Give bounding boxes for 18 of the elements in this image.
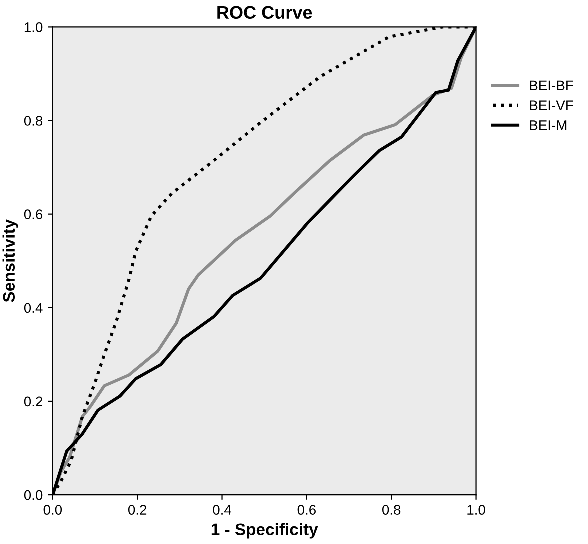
x-tick-label: 0.2 (128, 505, 147, 515)
x-tick-label: 0.0 (44, 505, 62, 515)
x-tick-label: 0.6 (298, 505, 316, 515)
x-tick-label: 0.8 (382, 505, 401, 515)
legend-label: BEI-VF (530, 100, 574, 110)
y-tick-label: 0.6 (24, 210, 43, 220)
y-tick-label: 1.0 (24, 22, 43, 32)
legend-label: BEI-M (530, 120, 567, 130)
y-tick-label: 0.4 (24, 303, 43, 314)
x-tick-label: 1.0 (468, 505, 486, 515)
x-tick-label: 0.4 (213, 505, 232, 515)
y-tick-label: 0.2 (24, 396, 42, 407)
y-tick-label: 0.0 (24, 490, 43, 500)
chart-title: ROC Curve (218, 6, 312, 20)
legend-label: BEI-BF (530, 80, 574, 90)
y-tick-label: 0.8 (24, 116, 43, 126)
x-axis-title: 1 - Specificity (212, 523, 318, 539)
y-axis-title: Sensitivity (2, 220, 18, 302)
